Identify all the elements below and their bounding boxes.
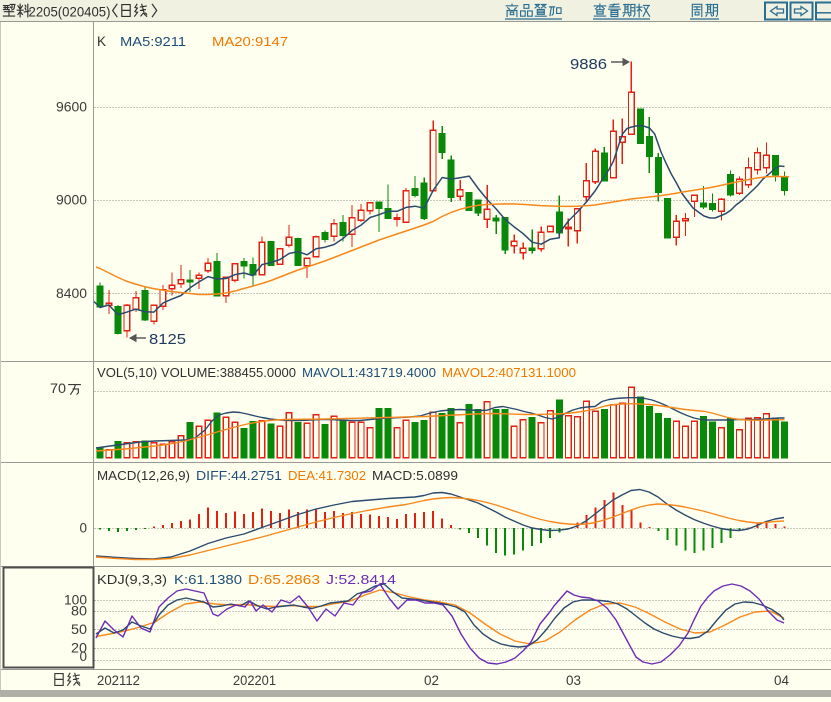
svg-text:MACD:5.0899: MACD:5.0899 [372,468,458,483]
svg-text:D:65.2863: D:65.2863 [248,572,320,587]
svg-text:9886: 9886 [570,56,607,73]
svg-text:70: 70 [50,381,66,396]
svg-text:9600: 9600 [56,100,87,115]
svg-text:MACD(12,26,9): MACD(12,26,9) [97,468,190,483]
svg-text:80: 80 [71,604,87,619]
svg-text:MA5:9211: MA5:9211 [120,34,186,49]
svg-text:8125: 8125 [149,331,186,348]
svg-text:KDJ(9,3,3): KDJ(9,3,3) [97,572,167,587]
svg-text:MAVOL2:407131.1000: MAVOL2:407131.1000 [442,365,576,380]
svg-text:02: 02 [424,673,439,688]
svg-text:2205(020405): 2205(020405) [29,4,111,20]
svg-text:9000: 9000 [56,193,87,208]
svg-text:50: 50 [71,622,87,637]
svg-text:202201: 202201 [233,673,276,688]
svg-text:04: 04 [774,673,789,688]
svg-text:K: K [97,34,106,49]
svg-text:0: 0 [79,649,87,664]
svg-text:MA20:9147: MA20:9147 [212,34,288,49]
svg-text:8400: 8400 [56,286,87,301]
svg-text:MAVOL1:431719.4000: MAVOL1:431719.4000 [302,365,436,380]
svg-text:202112: 202112 [97,673,140,688]
svg-text:K:61.1380: K:61.1380 [174,572,242,587]
svg-text:DEA:41.7302: DEA:41.7302 [288,468,366,483]
svg-text:DIFF:44.2751: DIFF:44.2751 [196,468,282,483]
svg-text:03: 03 [566,673,581,688]
svg-text:0: 0 [79,521,87,536]
svg-text:VOL(5,10) VOLUME:388455.0000: VOL(5,10) VOLUME:388455.0000 [97,365,296,380]
